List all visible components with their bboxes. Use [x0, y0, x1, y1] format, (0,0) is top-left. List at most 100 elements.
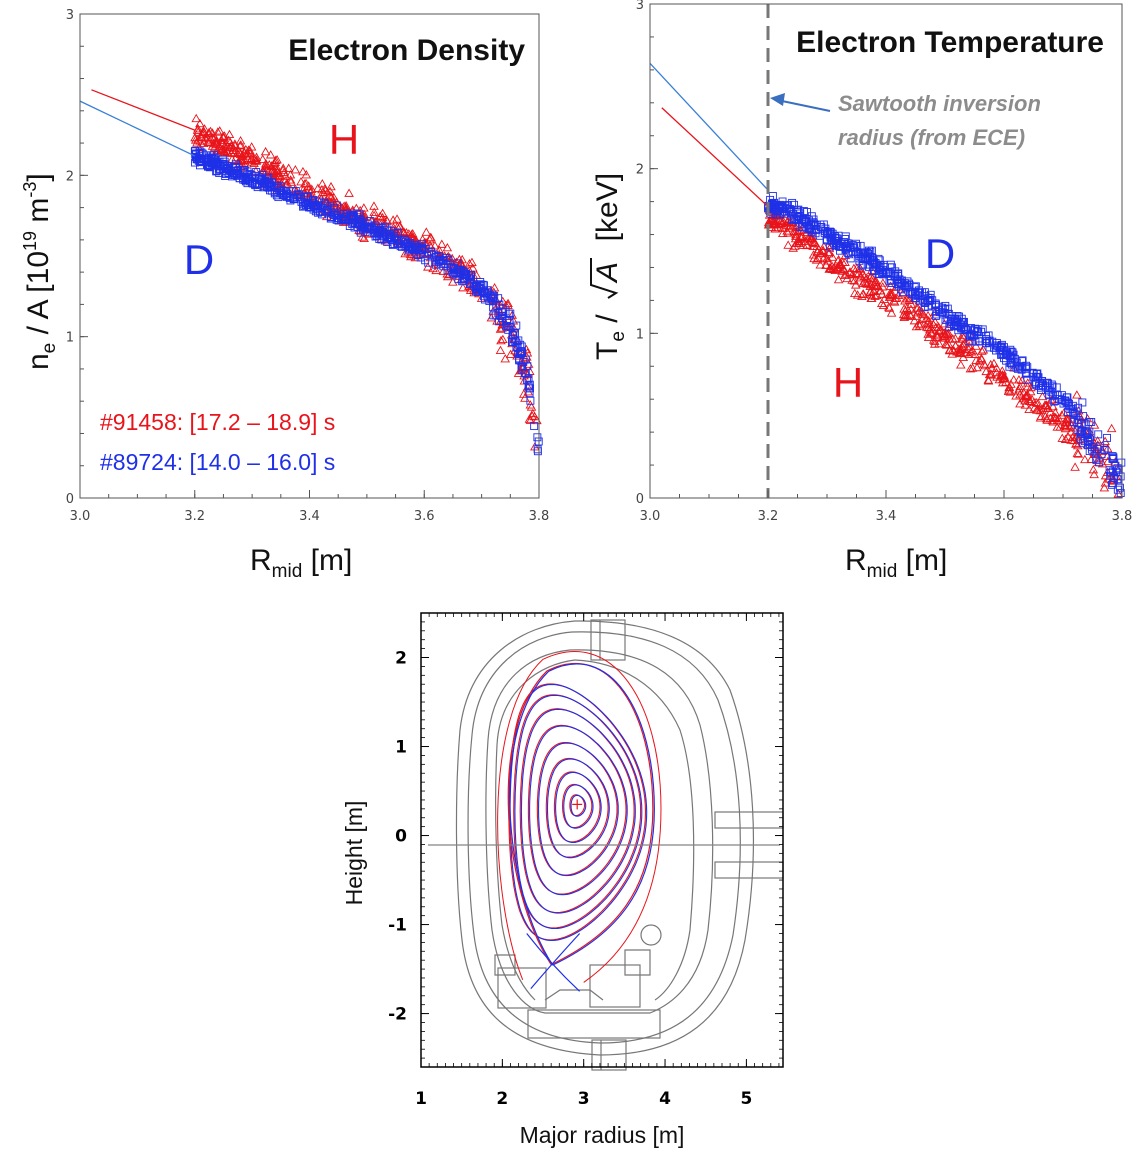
vessel-inner-wall	[467, 631, 741, 1044]
temperature-h-point	[958, 352, 969, 362]
temperature-d-point	[1094, 430, 1103, 439]
diagram-x-tick-label: 4	[659, 1089, 671, 1109]
temperature-h-point	[906, 299, 917, 308]
first-wall	[485, 649, 714, 1014]
density-d-point	[524, 382, 533, 391]
density-d-point	[205, 156, 214, 165]
temperature-d-point	[867, 253, 876, 262]
temperature-d-point	[791, 215, 800, 224]
temperature-d-point	[1081, 427, 1090, 436]
temperature-h-point	[872, 290, 882, 300]
temperature-h-point	[1004, 382, 1014, 392]
temperature-d-point	[1115, 483, 1124, 492]
diagram-frame	[420, 612, 784, 1068]
density-d-point	[338, 216, 347, 225]
flux-surface-d	[570, 794, 587, 817]
density-d-point	[512, 321, 521, 330]
temperature-h-point	[1008, 375, 1019, 384]
equilibrium-diagram: 1 2 3 4 5 -2 -1 0 1 2 Major radius [m] Height [m]	[341, 612, 784, 1148]
temperature-h-point	[876, 298, 887, 307]
density-d-point	[323, 202, 332, 211]
density-h-point	[431, 265, 441, 275]
temperature-h-point	[1106, 423, 1117, 433]
temperature-d-point	[1010, 360, 1019, 369]
density-points	[190, 113, 543, 456]
temperature-h-point	[809, 253, 819, 263]
temperature-d-point	[1007, 358, 1016, 367]
density-h-point	[209, 142, 220, 152]
density-h-point	[260, 146, 271, 156]
flux-surface-d	[514, 694, 643, 930]
density-d-point	[454, 275, 463, 284]
temperature-d-point	[1076, 434, 1085, 443]
machine-outline	[428, 619, 784, 1071]
density-h-point	[495, 345, 506, 354]
density-h-point	[283, 163, 294, 172]
density-d-point	[190, 147, 199, 156]
density-h-point	[245, 146, 255, 155]
density-d-point	[247, 171, 256, 179]
temperature-d-point	[1064, 408, 1072, 416]
temperature-h-point	[879, 294, 890, 303]
temperature-h-point	[899, 304, 909, 313]
temperature-h-point	[892, 293, 902, 302]
annotation-arrowhead-icon	[770, 93, 785, 106]
density-h-point	[249, 153, 259, 162]
density-h-point	[235, 136, 246, 145]
density-d-point	[215, 165, 224, 174]
density-chart: 3.0 3.2 3.4 3.6 3.8 0 1 2 3 Electron Density H D…	[20, 8, 549, 582]
density-h-point	[209, 134, 219, 143]
temperature-d-point	[1052, 383, 1061, 392]
density-d-point	[214, 161, 223, 170]
density-h-point	[486, 313, 497, 322]
temperature-h-point	[865, 271, 876, 280]
temperature-h-point	[898, 288, 908, 298]
sqrt-sign-icon	[590, 258, 619, 299]
density-d-point	[370, 221, 379, 230]
temperature-h-point	[950, 333, 961, 343]
temperature-d-point	[1096, 442, 1105, 451]
flux-surface-h	[527, 724, 627, 895]
density-h-point	[217, 138, 228, 147]
density-h-point	[218, 131, 229, 140]
density-d-point	[421, 256, 430, 265]
density-legend-d: #89724: [14.0 – 16.0] s	[100, 449, 335, 475]
density-d-point	[352, 209, 361, 218]
density-h-point	[468, 263, 478, 272]
temperature-h-point	[865, 273, 875, 282]
density-h-point	[207, 141, 218, 150]
temperature-h-point	[979, 359, 989, 368]
temperature-h-point	[991, 367, 1002, 377]
temperature-h-point	[770, 224, 781, 233]
density-h-point	[257, 154, 268, 163]
temperature-h-point	[957, 330, 968, 340]
temperature-h-point	[827, 252, 838, 261]
density-d-point	[393, 228, 402, 237]
temperature-h-point	[978, 345, 989, 354]
temperature-h-point	[1063, 431, 1073, 441]
density-d-point	[205, 161, 213, 170]
density-d-point	[517, 347, 526, 356]
density-d-point	[316, 207, 325, 216]
density-d-point	[503, 316, 511, 325]
temperature-d-point	[774, 206, 783, 215]
temperature-d-point	[969, 331, 978, 340]
density-h-point	[382, 216, 392, 225]
temperature-h-point	[811, 255, 822, 264]
temperature-h-point	[819, 252, 830, 261]
upper-port-outer	[590, 619, 626, 661]
density-d-point	[489, 303, 498, 312]
temperature-h-point	[999, 373, 1009, 382]
density-h-point	[341, 201, 351, 210]
temperature-h-point	[774, 215, 785, 224]
density-h-point	[269, 158, 280, 168]
temperature-h-point	[944, 345, 955, 355]
temperature-h-point	[940, 331, 951, 340]
temperature-y-tick-label: 1	[636, 327, 644, 342]
density-d-point	[291, 187, 300, 195]
temperature-h-point	[782, 217, 792, 227]
temperature-h-point	[886, 308, 897, 317]
temperature-h-point	[972, 362, 982, 372]
temperature-d-point	[920, 298, 929, 307]
